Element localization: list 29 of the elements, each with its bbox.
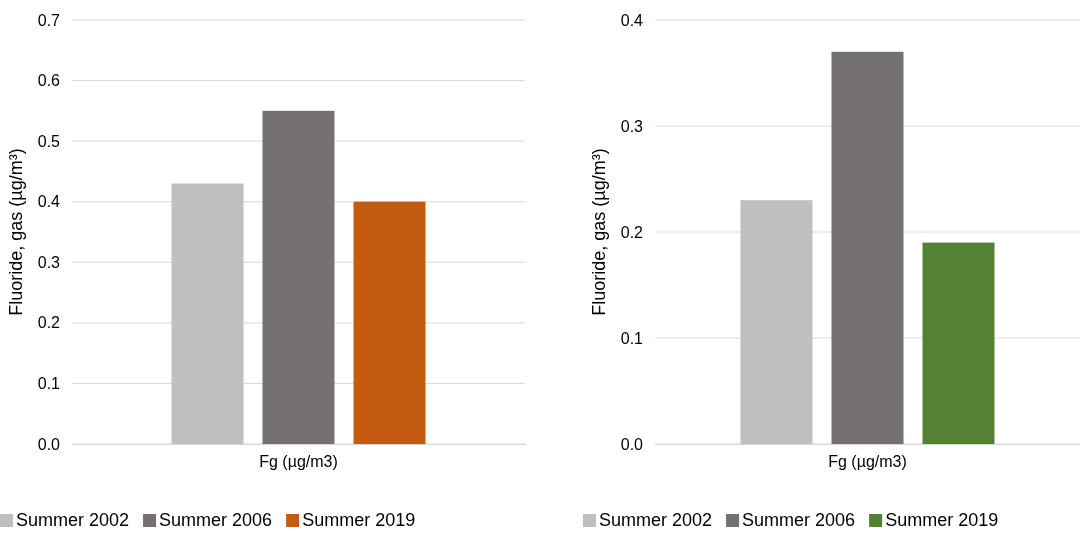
legend-label: Summer 2002 xyxy=(599,510,713,530)
y-tick-label: 0.2 xyxy=(37,314,61,332)
legend-label: Summer 2006 xyxy=(742,510,856,530)
legend-label: Summer 2002 xyxy=(16,510,130,530)
y-tick-label: 0.0 xyxy=(37,435,61,453)
y-tick-label: 0.1 xyxy=(620,329,644,347)
y-tick-label: 0.7 xyxy=(37,11,61,29)
x-tick-label: Fg (µg/m3) xyxy=(259,453,338,471)
x-tick-label: Fg (µg/m3) xyxy=(828,453,907,471)
bar xyxy=(262,110,335,444)
y-tick-label: 0.5 xyxy=(37,132,61,150)
bar xyxy=(353,201,426,444)
legend-label: Summer 2019 xyxy=(885,510,999,530)
y-tick-label: 0.6 xyxy=(37,72,61,90)
y-tick-label: 0.2 xyxy=(620,223,644,241)
legend-label: Summer 2019 xyxy=(302,510,416,530)
y-axis-title: Fluoride, gas (µg/m³) xyxy=(6,148,26,316)
bar xyxy=(922,242,995,444)
y-tick-label: 0.4 xyxy=(620,11,644,29)
bar xyxy=(740,200,813,444)
y-tick-label: 0.1 xyxy=(37,375,61,393)
y-tick-label: 0.0 xyxy=(620,435,644,453)
bar xyxy=(171,183,244,444)
legend-label: Summer 2006 xyxy=(159,510,273,530)
bar xyxy=(831,51,904,444)
y-tick-label: 0.3 xyxy=(37,253,61,271)
y-tick-label: 0.3 xyxy=(620,117,644,135)
y-axis-title: Fluoride, gas (µg/m³) xyxy=(589,148,609,316)
y-tick-label: 0.4 xyxy=(37,193,61,211)
